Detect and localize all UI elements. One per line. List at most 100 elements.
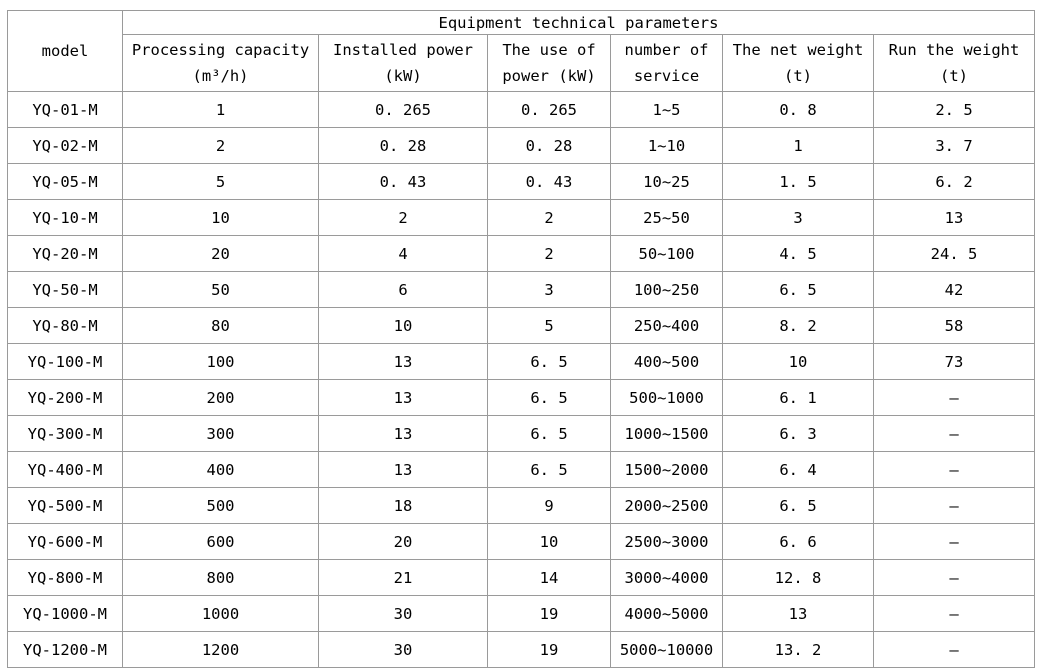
value-cell: 0. 265: [318, 91, 488, 128]
value-cell: 10~25: [610, 163, 723, 200]
table-row: YQ-20-M 20 4 2 50~100 4. 5 24. 5: [7, 235, 1035, 272]
value-cell: —: [873, 523, 1035, 560]
value-cell: 6. 5: [487, 415, 611, 452]
value-cell: 6. 5: [722, 487, 874, 524]
value-cell: 600: [122, 523, 319, 560]
column-header: Run the weight (t): [873, 34, 1035, 92]
column-header: Processing capacity (m³/h): [122, 34, 319, 92]
table-row: YQ-1000-M 1000 30 19 4000~5000 13—: [7, 595, 1035, 632]
table-row: YQ-10-M 10 2 2 25~50 3 13: [7, 199, 1035, 236]
value-cell: 73: [873, 343, 1035, 380]
value-cell: 6. 2: [873, 163, 1035, 200]
column-header-line1: Installed power: [333, 41, 473, 59]
table-row: YQ-600-M 600 20 10 2500~3000 6. 6—: [7, 523, 1035, 560]
value-cell: 4. 5: [722, 235, 874, 272]
value-cell: 12. 8: [722, 559, 874, 596]
value-cell: 5: [487, 307, 611, 344]
value-cell: 13: [722, 595, 874, 632]
table-row: YQ-80-M 80 10 5 250~400 8. 2 58: [7, 307, 1035, 344]
value-cell: 13: [318, 343, 488, 380]
table-row: YQ-01-M 1 0. 265 0. 265 1~5 0. 8 2. 5: [7, 91, 1035, 128]
value-cell: 25~50: [610, 199, 723, 236]
value-cell: 2: [487, 199, 611, 236]
table-row: YQ-500-M 500 18 9 2000~2500 6. 5—: [7, 487, 1035, 524]
table-row: YQ-200-M 200 13 6. 5 500~1000 6. 1—: [7, 379, 1035, 416]
model-cell: YQ-05-M: [7, 163, 123, 200]
column-header: The use of power (kW): [487, 34, 611, 92]
column-header-line2: (t): [784, 67, 812, 85]
value-cell: 1: [722, 127, 874, 164]
value-cell: 1000~1500: [610, 415, 723, 452]
column-header-line1: Processing capacity: [131, 41, 310, 59]
value-cell: 2: [318, 199, 488, 236]
column-header-line2: service: [633, 67, 700, 85]
value-cell: 0. 43: [487, 163, 611, 200]
value-cell: 19: [487, 595, 611, 632]
value-cell: 6. 5: [722, 271, 874, 308]
value-cell: 13. 2: [722, 631, 874, 668]
value-cell: 800: [122, 559, 319, 596]
model-cell: YQ-500-M: [7, 487, 123, 524]
value-cell: 50: [122, 271, 319, 308]
value-cell: 6. 1: [722, 379, 874, 416]
value-cell: 10: [122, 199, 319, 236]
value-cell: 18: [318, 487, 488, 524]
value-cell: 2500~3000: [610, 523, 723, 560]
column-header: Installed power (kW): [318, 34, 488, 92]
value-cell: 6. 5: [487, 343, 611, 380]
table-row: YQ-800-M 800 21 14 3000~4000 12. 8—: [7, 559, 1035, 596]
value-cell: 300: [122, 415, 319, 452]
value-cell: 200: [122, 379, 319, 416]
value-cell: 250~400: [610, 307, 723, 344]
value-cell: 13: [318, 379, 488, 416]
model-cell: YQ-600-M: [7, 523, 123, 560]
value-cell: 10: [722, 343, 874, 380]
column-header: number of service: [610, 34, 723, 92]
value-cell: 1: [122, 91, 319, 128]
value-cell: —: [873, 415, 1035, 452]
value-cell: 100: [122, 343, 319, 380]
model-cell: YQ-20-M: [7, 235, 123, 272]
value-cell: 100~250: [610, 271, 723, 308]
model-cell: YQ-80-M: [7, 307, 123, 344]
value-cell: 13: [873, 199, 1035, 236]
value-cell: 21: [318, 559, 488, 596]
equipment-table: model Equipment technical parameters Pro…: [7, 10, 1035, 668]
value-cell: 1500~2000: [610, 451, 723, 488]
value-cell: 13: [318, 451, 488, 488]
table-row: YQ-1200-M 1200 30 19 5000~10000 13. 2—: [7, 631, 1035, 668]
value-cell: 3000~4000: [610, 559, 723, 596]
value-cell: 0. 28: [487, 127, 611, 164]
table-row: YQ-05-M 5 0. 43 0. 43 10~25 1. 5 6. 2: [7, 163, 1035, 200]
model-cell: YQ-100-M: [7, 343, 123, 380]
table-title-row: model Equipment technical parameters: [7, 10, 1035, 92]
value-cell: —: [873, 451, 1035, 488]
column-header-line2: (kW): [384, 67, 422, 85]
model-cell: YQ-200-M: [7, 379, 123, 416]
column-header-line1: Run the weight: [888, 41, 1020, 59]
value-cell: 400: [122, 451, 319, 488]
value-cell: 400~500: [610, 343, 723, 380]
model-cell: YQ-800-M: [7, 559, 123, 596]
model-cell: YQ-1000-M: [7, 595, 123, 632]
model-cell: YQ-02-M: [7, 127, 123, 164]
value-cell: 6. 4: [722, 451, 874, 488]
value-cell: 500: [122, 487, 319, 524]
value-cell: 80: [122, 307, 319, 344]
value-cell: 0. 265: [487, 91, 611, 128]
column-header-line1: number of: [624, 41, 709, 59]
value-cell: 19: [487, 631, 611, 668]
value-cell: —: [873, 559, 1035, 596]
column-header-line2: (m³/h): [192, 67, 249, 85]
value-cell: 2: [122, 127, 319, 164]
value-cell: 0. 43: [318, 163, 488, 200]
value-cell: 6. 3: [722, 415, 874, 452]
value-cell: 1~5: [610, 91, 723, 128]
table-row: YQ-400-M 400 13 6. 5 1500~2000 6. 4—: [7, 451, 1035, 488]
value-cell: 4000~5000: [610, 595, 723, 632]
value-cell: 500~1000: [610, 379, 723, 416]
value-cell: 8. 2: [722, 307, 874, 344]
model-cell: YQ-50-M: [7, 271, 123, 308]
value-cell: 5000~10000: [610, 631, 723, 668]
